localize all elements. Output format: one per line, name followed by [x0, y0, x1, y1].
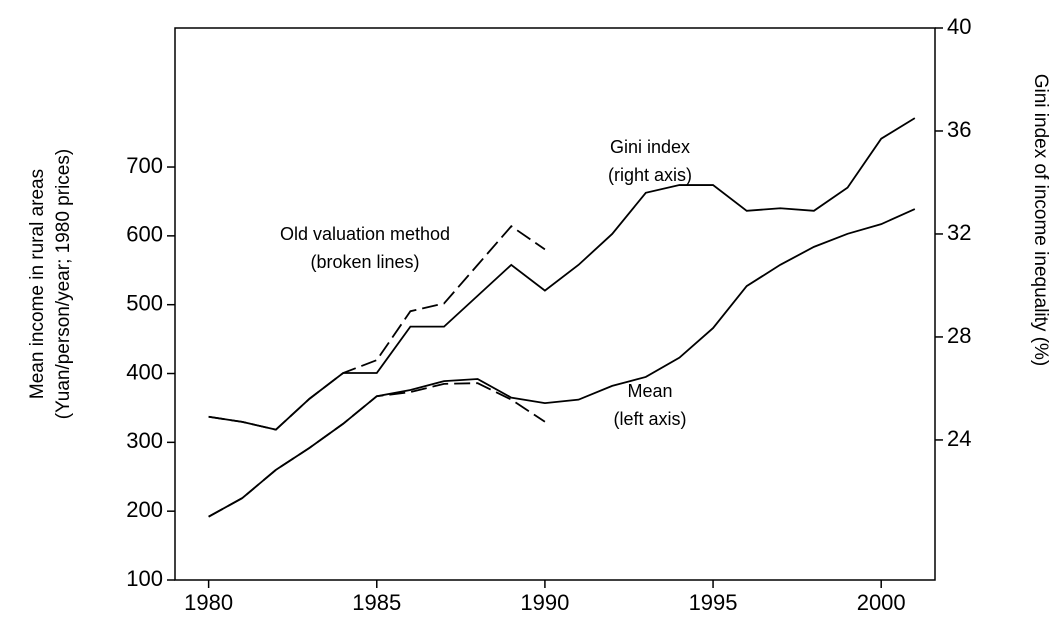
y-tick-label: 500	[126, 291, 163, 316]
annotation: Old valuation method	[280, 224, 450, 244]
y-tick-label: 100	[126, 566, 163, 591]
line-series	[208, 382, 546, 518]
x-tick-label: 1980	[184, 590, 233, 615]
plot-frame	[174, 27, 936, 581]
y2-tick-label: 36	[947, 117, 971, 142]
x-tick-label: 1990	[520, 590, 569, 615]
y-tick-label: 700	[126, 153, 163, 178]
x-tick-label: 1985	[352, 590, 401, 615]
y2-axis-label: Gini index of income inequality (%)	[1030, 74, 1051, 367]
y2-tick-label: 40	[947, 14, 971, 39]
line-series	[208, 225, 546, 431]
annotation: Gini index	[610, 137, 690, 157]
annotation: Mean	[627, 381, 672, 401]
y-axis-label: Mean income in rural areas	[27, 169, 48, 399]
annotation: (broken lines)	[310, 252, 419, 272]
y2-tick-label: 24	[947, 426, 971, 451]
annotation: (left axis)	[613, 409, 686, 429]
y2-tick-label: 32	[947, 220, 971, 245]
y-tick-label: 600	[126, 222, 163, 247]
x-tick-label: 2000	[857, 590, 906, 615]
y-tick-label: 200	[126, 497, 163, 522]
y-tick-label: 300	[126, 428, 163, 453]
annotation: (right axis)	[608, 165, 692, 185]
line-series	[208, 117, 916, 431]
x-tick-label: 1995	[689, 590, 738, 615]
y-tick-label: 400	[126, 359, 163, 384]
y2-tick-label: 28	[947, 323, 971, 348]
y-axis-label: (Yuan/person/year; 1980 prices)	[53, 149, 74, 419]
